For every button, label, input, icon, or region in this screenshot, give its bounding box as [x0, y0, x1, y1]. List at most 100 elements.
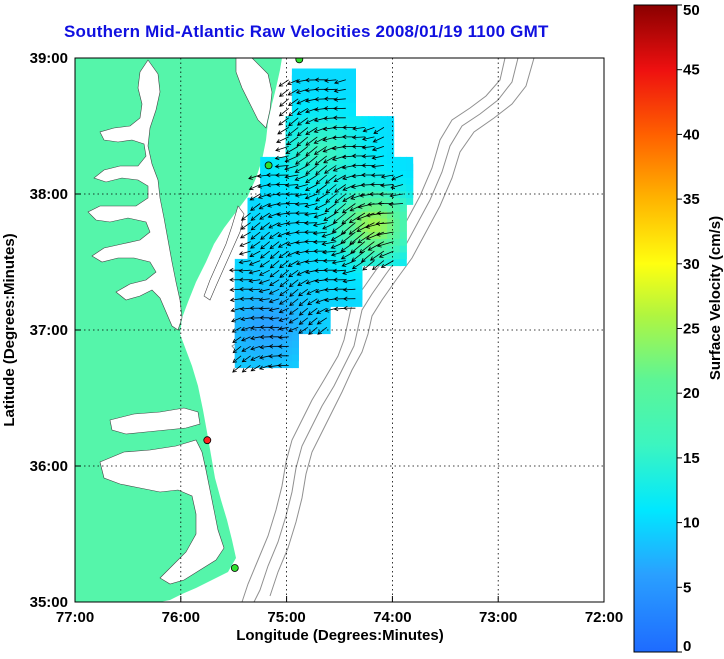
velocity-arrow — [305, 279, 318, 285]
velocity-arrow — [315, 298, 327, 304]
velocity-arrow — [241, 345, 251, 352]
velocity-arrow — [269, 250, 280, 260]
velocity-arrow — [323, 155, 337, 164]
velocity-arrow — [332, 268, 346, 274]
velocity-arrow — [305, 165, 318, 175]
velocity-cell — [349, 68, 356, 83]
colorbar-tick-label: 0 — [683, 638, 691, 655]
velocity-arrow — [370, 172, 384, 178]
velocity-arrow — [249, 193, 261, 201]
velocity-arrow — [287, 88, 299, 96]
grid-lines — [75, 58, 604, 602]
velocity-arrow — [305, 117, 318, 124]
velocity-arrow — [258, 203, 270, 210]
velocity-arrow — [332, 115, 346, 121]
y-axis-ticks: 39:00 38:00 37:00 36:00 35:00 — [30, 50, 81, 611]
velocity-arrow — [305, 155, 318, 166]
x-axis-label: Longitude (Degrees:Minutes) — [236, 627, 444, 644]
velocity-arrow — [288, 269, 299, 278]
velocity-cell — [247, 197, 255, 212]
velocity-arrow — [268, 344, 280, 349]
velocity-arrow — [296, 269, 308, 276]
velocity-cell — [241, 258, 249, 273]
velocity-arrow — [298, 288, 309, 297]
velocity-arrow — [269, 241, 280, 250]
velocity-arrow — [298, 298, 309, 307]
velocity-cell — [272, 156, 280, 171]
velocity-arrow — [228, 267, 242, 273]
velocity-arrow — [360, 250, 375, 263]
velocity-arrow — [340, 250, 356, 260]
velocity-arrow — [351, 250, 366, 262]
velocity-arrow — [275, 146, 289, 152]
velocity-arrow — [334, 184, 347, 193]
radar-sites — [203, 58, 304, 572]
velocity-arrow — [230, 307, 242, 313]
velocity-arrow — [258, 269, 270, 276]
velocity-arrow — [341, 212, 356, 225]
radar-site-marker — [203, 436, 212, 445]
velocity-arrow — [350, 241, 366, 254]
velocity-arrow — [279, 288, 289, 297]
velocity-arrow — [240, 316, 251, 322]
colorbar-tick-label: 50 — [683, 2, 700, 19]
colorbar-tick-label: 40 — [683, 126, 700, 143]
velocity-arrow — [324, 203, 337, 213]
x-tick-label: 72:00 — [585, 609, 623, 626]
velocity-arrow — [375, 231, 394, 237]
velocity-arrow — [279, 269, 289, 278]
velocity-cell — [336, 68, 344, 83]
velocity-arrow — [294, 210, 308, 216]
velocity-arrow — [304, 203, 318, 208]
colorbar-tick-label: 10 — [683, 515, 700, 532]
velocity-arrow — [250, 212, 261, 221]
delmarva-inlets — [203, 205, 245, 301]
velocity-arrow — [286, 79, 299, 86]
velocity-arrow — [259, 334, 270, 340]
velocity-arrow — [362, 260, 375, 271]
velocity-arrow — [324, 78, 337, 83]
velocity-arrow — [316, 317, 328, 325]
velocity-arrow — [289, 298, 299, 307]
velocity-arrow — [342, 193, 356, 202]
velocity-arrow — [274, 164, 289, 169]
velocity-arrow — [315, 174, 328, 185]
velocity-arrow — [307, 298, 318, 306]
velocity-arrow — [250, 241, 261, 249]
velocity-arrow — [359, 241, 375, 254]
velocity-cell — [399, 156, 407, 171]
velocity-arrow — [379, 183, 394, 188]
velocity-arrow — [298, 307, 309, 316]
velocity-arrow — [334, 193, 347, 204]
velocity-arrow — [303, 220, 318, 226]
velocity-arrow — [249, 305, 261, 311]
velocity-arrow — [350, 193, 366, 200]
velocity-arrow — [250, 355, 261, 361]
velocity-arrow — [286, 250, 299, 257]
velocity-arrow — [295, 88, 308, 94]
velocity-arrow — [367, 241, 385, 251]
velocity-arrow — [373, 127, 385, 134]
velocity-arrow — [231, 317, 242, 323]
velocity-cell — [317, 68, 325, 83]
velocity-arrow — [312, 239, 327, 245]
velocity-arrow — [259, 365, 270, 370]
velocity-arrow — [269, 279, 280, 287]
radar-site-marker — [295, 58, 304, 64]
velocity-arrow — [306, 288, 318, 295]
velocity-arrow — [361, 154, 375, 159]
velocity-arrow — [343, 305, 356, 311]
velocity-arrow — [232, 336, 242, 343]
velocity-arrow — [378, 250, 394, 258]
velocity-arrow — [332, 212, 347, 224]
velocity-arrow — [260, 231, 270, 240]
velocity-arrow — [332, 165, 346, 172]
chart-title: Southern Mid-Atlantic Raw Velocities 200… — [64, 22, 549, 41]
velocity-arrow — [287, 260, 299, 267]
velocity-cell — [406, 156, 414, 171]
velocity-arrow — [287, 127, 299, 137]
velocity-arrow — [279, 98, 289, 107]
velocity-arrow — [372, 136, 385, 143]
velocity-arrow — [369, 250, 385, 261]
velocity-arrow — [269, 269, 280, 278]
